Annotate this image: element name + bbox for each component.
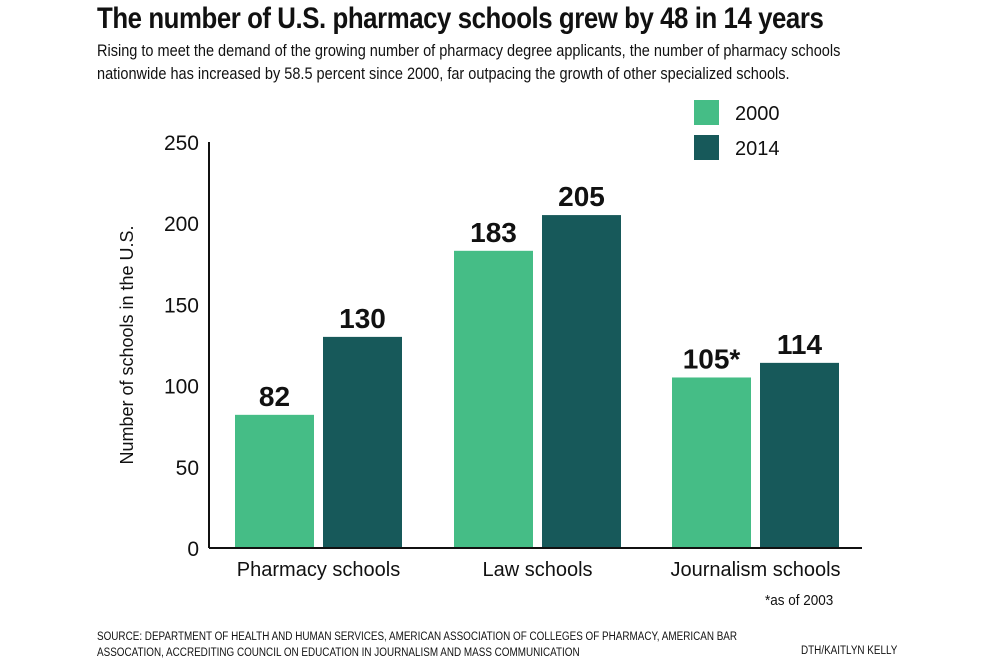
bar-2000-0 xyxy=(235,414,314,548)
legend: 2000 2014 xyxy=(694,100,780,160)
y-tick-label: 50 xyxy=(176,457,199,480)
footnote: *as of 2003 xyxy=(765,592,834,609)
source-text: SOURCE: DEPARTMENT OF HEALTH AND HUMAN S… xyxy=(97,631,738,659)
bar-value-label: 82 xyxy=(259,381,290,412)
category-label: Journalism schools xyxy=(670,559,840,581)
y-tick-label: 150 xyxy=(164,294,199,317)
y-tick-label: 250 xyxy=(164,132,199,155)
bar-value-label: 114 xyxy=(777,329,823,360)
bar-2000-1 xyxy=(454,250,533,549)
legend-label: 2014 xyxy=(735,138,780,160)
bar-value-label: 130 xyxy=(339,303,386,334)
y-axis-label: Number of schools in the U.S. xyxy=(117,225,137,464)
category-label: Law schools xyxy=(482,559,592,581)
credit-text: DTH/KAITLYN KELLY xyxy=(801,645,898,657)
legend-swatch-2000 xyxy=(694,100,719,125)
bar-value-label: 105* xyxy=(683,343,741,374)
y-tick-label: 100 xyxy=(164,376,199,399)
bars: 82 130 183 205 105* 114 xyxy=(235,181,839,549)
chart-title: The number of U.S. pharmacy schools grew… xyxy=(97,2,824,35)
bar-2014-0 xyxy=(323,336,402,548)
bar-value-label: 183 xyxy=(470,217,517,248)
y-axis: 0 50 100 150 200 250 Number of schools in the … xyxy=(117,132,210,561)
bar-2014-2 xyxy=(760,362,839,548)
y-tick-label: 0 xyxy=(187,538,199,561)
legend-swatch-2014 xyxy=(694,135,719,160)
category-label: Pharmacy schools xyxy=(237,559,400,581)
y-tick-label: 200 xyxy=(164,213,199,236)
bar-2000-2 xyxy=(672,377,751,548)
bar-value-label: 205 xyxy=(558,181,605,212)
chart-subtitle: Rising to meet the demand of the growing… xyxy=(97,42,841,83)
bar-2014-1 xyxy=(542,215,621,548)
x-axis: Pharmacy schools Law schools Journalism sc… xyxy=(209,547,862,581)
legend-label: 2000 xyxy=(735,103,780,125)
